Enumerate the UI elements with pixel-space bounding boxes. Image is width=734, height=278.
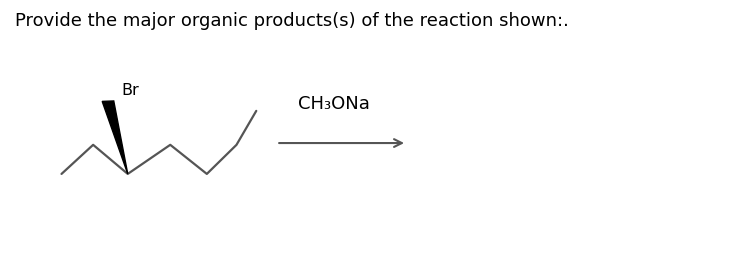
Text: CH₃ONa: CH₃ONa	[299, 95, 370, 113]
Text: Br: Br	[121, 83, 139, 98]
Polygon shape	[102, 101, 128, 174]
Text: Provide the major organic products(s) of the reaction shown:.: Provide the major organic products(s) of…	[15, 12, 569, 30]
